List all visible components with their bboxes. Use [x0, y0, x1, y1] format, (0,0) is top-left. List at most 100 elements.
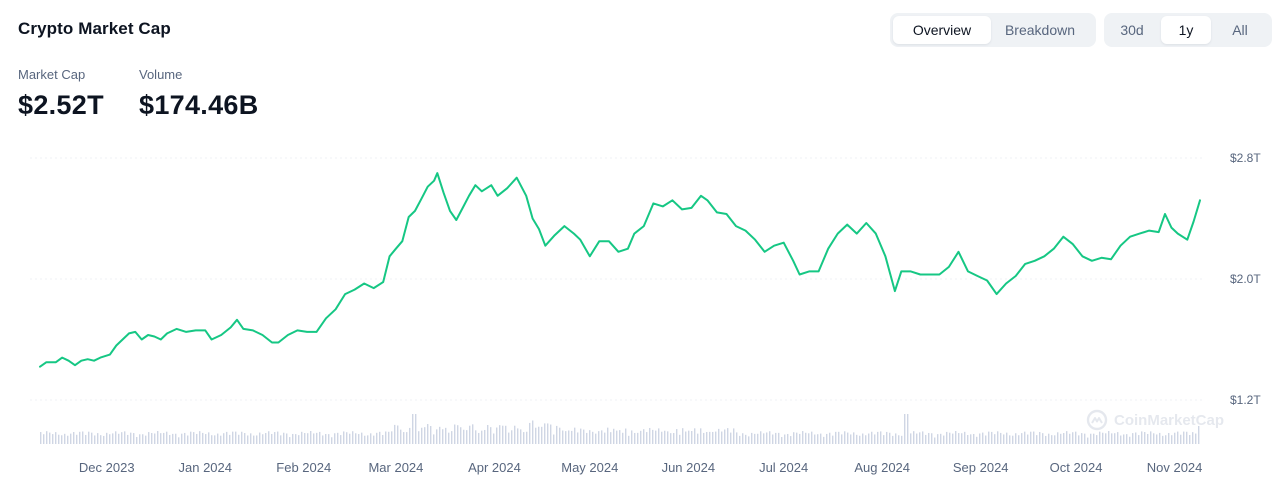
volume-bar [316, 432, 318, 444]
volume-bar [109, 434, 111, 444]
volume-bar [1123, 434, 1125, 444]
volume-bar [52, 434, 54, 444]
volume-bar [595, 433, 597, 444]
volume-bar [394, 424, 396, 444]
volume-bar [1051, 435, 1053, 444]
volume-bar [787, 433, 789, 444]
volume-bar [997, 431, 999, 444]
volume-bar [811, 431, 813, 444]
volume-bar [58, 434, 60, 444]
volume-bar [85, 434, 87, 444]
volume-bar [622, 432, 624, 444]
volume-bar [373, 435, 375, 444]
volume-bar [1114, 433, 1116, 444]
volume-bar [937, 434, 939, 444]
volume-bar [1075, 431, 1077, 444]
volume-bar [688, 430, 690, 444]
volume-bar [217, 433, 219, 444]
volume-bar [1018, 435, 1020, 444]
volume-bar [310, 431, 312, 444]
volume-bar [457, 425, 459, 444]
volume-bar [652, 429, 654, 444]
volume-bar [775, 432, 777, 444]
range-all-button[interactable]: All [1232, 22, 1248, 38]
volume-bar [1090, 433, 1092, 444]
volume-bar [748, 436, 750, 444]
volume-bar [1024, 431, 1026, 444]
x-tick-label: Dec 2023 [79, 460, 135, 475]
volume-bar [541, 426, 543, 444]
volume-bar [1078, 435, 1080, 444]
volume-bar [550, 424, 552, 444]
volume-bar [430, 426, 432, 444]
volume-bar [469, 425, 471, 444]
volume-bar [169, 434, 171, 444]
volume-bar [889, 432, 891, 444]
volume-bar [304, 433, 306, 444]
volume-bar [439, 426, 441, 444]
volume-bar [1015, 433, 1017, 444]
volume-bar [235, 431, 237, 444]
volume-bar [784, 434, 786, 444]
volume-bar [1108, 431, 1110, 444]
volume-bar [832, 435, 834, 444]
volume-bar [1198, 426, 1200, 444]
volume-bar [829, 432, 831, 444]
volume-bar [250, 433, 252, 444]
volume-bar [895, 433, 897, 444]
volume-bar [445, 427, 447, 444]
volume-bar [202, 432, 204, 444]
coinmarketcap-watermark: CoinMarketCap [1086, 409, 1224, 431]
volume-bar [673, 433, 675, 444]
volume-bar [352, 431, 354, 444]
volume-bar [682, 428, 684, 444]
volume-bar [793, 432, 795, 444]
volume-bar [319, 431, 321, 444]
volume-bar [1099, 431, 1101, 444]
volume-bar [205, 434, 207, 444]
volume-bar [412, 414, 414, 444]
volume-bar [649, 427, 651, 444]
volume-bar [919, 432, 921, 444]
range-1y-button[interactable]: 1y [1161, 16, 1211, 44]
volume-value: $174.46B [139, 90, 259, 120]
volume-bar [772, 434, 774, 444]
volume-bar [157, 431, 159, 444]
volume-bar [1144, 432, 1146, 444]
volume-bar [382, 435, 384, 444]
volume-bar [1012, 435, 1014, 444]
volume-bar [1033, 431, 1035, 444]
volume-bar [214, 435, 216, 444]
volume-bar [1048, 433, 1050, 444]
volume-bar [1069, 433, 1071, 444]
volume-bar [760, 431, 762, 444]
volume-label: Volume [139, 67, 183, 82]
volume-bar [55, 432, 57, 444]
volume-bar [496, 427, 498, 444]
volume-bar [886, 431, 888, 444]
range-30d-button[interactable]: 30d [1120, 22, 1144, 38]
volume-bar [40, 432, 42, 444]
tab-breakdown[interactable]: Breakdown [1004, 22, 1076, 38]
volume-bar [820, 433, 822, 444]
volume-bar [160, 433, 162, 444]
volume-bar [961, 433, 963, 444]
volume-bar [1189, 434, 1191, 444]
volume-bar [724, 429, 726, 444]
volume-bar [130, 432, 132, 444]
volume-bar [472, 424, 474, 444]
volume-bar [991, 431, 993, 444]
volume-bar [904, 414, 906, 444]
volume-bar [973, 433, 975, 444]
volume-bar [1132, 433, 1134, 444]
volume-bar [901, 435, 903, 444]
volume-bar [142, 434, 144, 444]
tab-overview[interactable]: Overview [893, 16, 991, 44]
x-tick-label: Oct 2024 [1050, 460, 1103, 475]
volume-bar [355, 433, 357, 444]
volume-bar [1174, 432, 1176, 444]
volume-bar [43, 434, 45, 444]
volume-bar [295, 434, 297, 444]
volume-bar [136, 437, 138, 444]
